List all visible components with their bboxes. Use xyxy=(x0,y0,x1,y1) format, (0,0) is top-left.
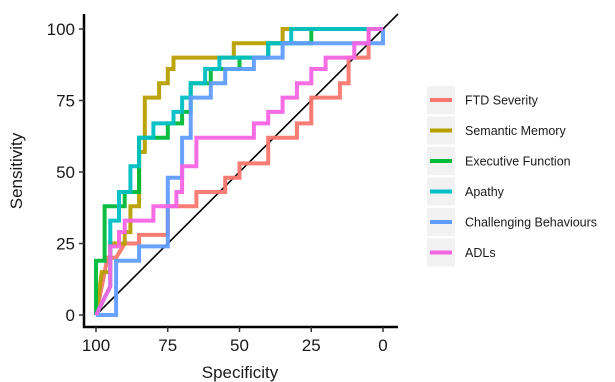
x-tick-label: 25 xyxy=(302,336,321,355)
roc-curve-challenging-behaviours xyxy=(96,29,385,317)
y-tick-label: 75 xyxy=(56,92,75,111)
x-tick-label: 50 xyxy=(230,336,249,355)
plot-area: 0 25 50 75 100 100 75 50 25 0 xyxy=(47,13,399,355)
y-axis-title: Sensitivity xyxy=(7,132,26,209)
legend: FTD Severity Semantic Memory Executive Fun… xyxy=(427,86,597,267)
x-axis-title: Specificity xyxy=(202,363,279,382)
legend-label-challenging-behaviours: Challenging Behaviours xyxy=(465,216,597,230)
legend-label-adls: ADLs xyxy=(465,246,496,260)
roc-curve-ftd-severity xyxy=(94,27,383,316)
axes: 0 25 50 75 100 100 75 50 25 0 xyxy=(47,14,398,355)
legend-label-apathy: Apathy xyxy=(465,185,505,199)
x-tick-label: 100 xyxy=(82,336,110,355)
roc-curve-adls xyxy=(94,27,383,316)
legend-label-executive-function: Executive Function xyxy=(465,155,571,169)
y-tick-label: 0 xyxy=(66,306,75,325)
legend-label-semantic-memory: Semantic Memory xyxy=(465,124,566,138)
y-tick-label: 100 xyxy=(47,20,75,39)
y-tick-label: 25 xyxy=(56,235,75,254)
x-tick-label: 75 xyxy=(158,336,177,355)
roc-curves xyxy=(94,27,385,317)
y-tick-label: 50 xyxy=(56,163,75,182)
x-tick-label: 0 xyxy=(378,336,387,355)
legend-label-ftd-severity: FTD Severity xyxy=(465,94,539,108)
